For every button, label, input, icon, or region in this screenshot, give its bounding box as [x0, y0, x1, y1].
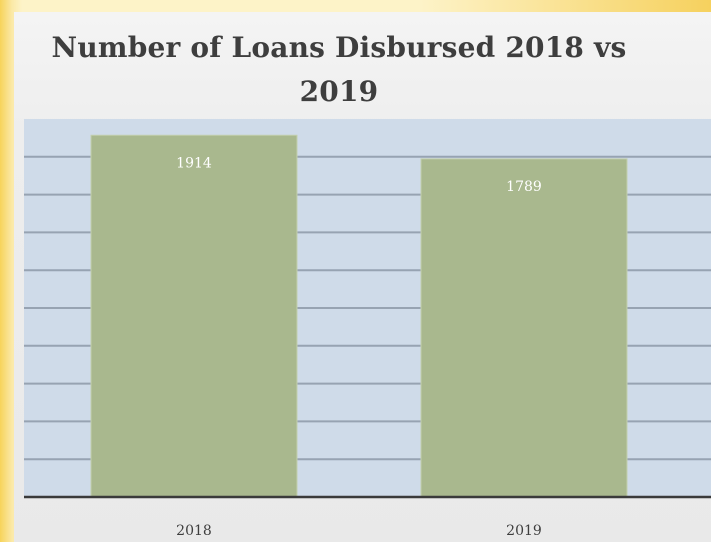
chart-title: Number of Loans Disbursed 2018 vs 2019: [14, 26, 664, 114]
bar-2018: [90, 134, 298, 498]
chart-slide: Number of Loans Disbursed 2018 vs 2019 1…: [14, 12, 711, 542]
data-label-2018: 1914: [176, 155, 212, 171]
x-tick-label-2019: 2019: [506, 523, 542, 539]
chart-title-line-1: Number of Loans Disbursed 2018 vs: [51, 31, 627, 64]
x-tick-label-2018: 2018: [176, 523, 212, 539]
bar-chart: 1914 2018 1789 2019: [24, 119, 711, 539]
bar-2019: [420, 158, 628, 498]
data-label-2019: 1789: [506, 179, 542, 195]
chart-title-line-2: 2019: [299, 75, 379, 108]
